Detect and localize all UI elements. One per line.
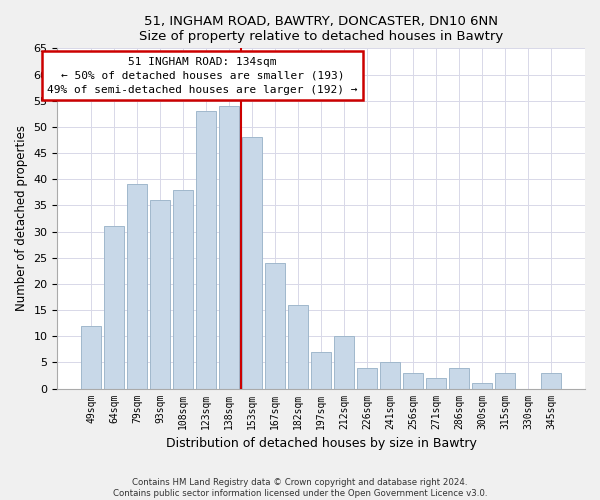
Bar: [427, 378, 446, 388]
Bar: [472, 384, 492, 388]
Text: 51 INGHAM ROAD: 134sqm
← 50% of detached houses are smaller (193)
49% of semi-de: 51 INGHAM ROAD: 134sqm ← 50% of detached…: [47, 57, 358, 95]
Bar: [173, 190, 193, 388]
Bar: [289, 305, 308, 388]
Bar: [127, 184, 147, 388]
Bar: [104, 226, 124, 388]
Bar: [403, 373, 423, 388]
Bar: [449, 368, 469, 388]
Bar: [265, 263, 285, 388]
Text: Contains HM Land Registry data © Crown copyright and database right 2024.
Contai: Contains HM Land Registry data © Crown c…: [113, 478, 487, 498]
Y-axis label: Number of detached properties: Number of detached properties: [15, 126, 28, 312]
Title: 51, INGHAM ROAD, BAWTRY, DONCASTER, DN10 6NN
Size of property relative to detach: 51, INGHAM ROAD, BAWTRY, DONCASTER, DN10…: [139, 15, 503, 43]
X-axis label: Distribution of detached houses by size in Bawtry: Distribution of detached houses by size …: [166, 437, 476, 450]
Bar: [358, 368, 377, 388]
Bar: [196, 111, 216, 388]
Bar: [541, 373, 561, 388]
Bar: [242, 138, 262, 388]
Bar: [380, 362, 400, 388]
Bar: [220, 106, 239, 389]
Bar: [311, 352, 331, 389]
Bar: [82, 326, 101, 388]
Bar: [151, 200, 170, 388]
Bar: [496, 373, 515, 388]
Bar: [334, 336, 354, 388]
